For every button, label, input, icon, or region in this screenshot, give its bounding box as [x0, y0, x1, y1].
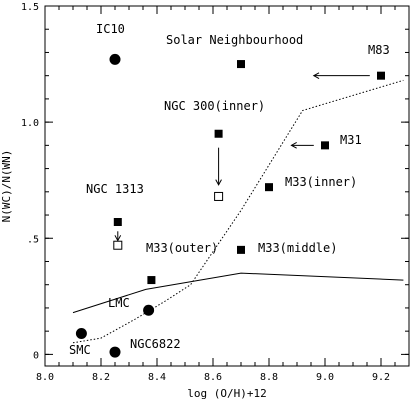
x-tick-label: 8.4 — [148, 372, 166, 383]
arrow-head — [215, 179, 222, 186]
arrow-head — [312, 72, 320, 79]
x-tick-label: 8.2 — [92, 372, 110, 383]
arrows — [114, 72, 370, 242]
x-tick-label: 8.0 — [36, 372, 54, 383]
circle-point — [143, 304, 155, 316]
open-square-point — [113, 240, 123, 250]
open-square-point — [214, 191, 224, 201]
label-ngc6822: NGC6822 — [130, 337, 181, 351]
y-axis-label: N(WC)/N(WN) — [0, 150, 13, 223]
x-tick-label: 8.8 — [260, 372, 278, 383]
label-ngc300-inner: NGC 300(inner) — [164, 99, 265, 113]
circle-point — [75, 327, 87, 339]
filled-square-point — [265, 183, 273, 192]
label-ic10: IC10 — [96, 22, 125, 36]
filled-square-point — [147, 276, 156, 285]
filled-square-point — [377, 71, 385, 80]
x-tick-label: 9.2 — [372, 372, 390, 383]
axis-ticks: 8.0 8.2 8.4 8.6 8.8 9.0 9.2 0 .5 1.0 1.5 — [21, 2, 410, 383]
circle-point — [109, 346, 121, 358]
label-m31: M31 — [340, 133, 362, 147]
x-tick-label: 9.0 — [316, 372, 334, 383]
y-tick-label: 0 — [33, 350, 39, 361]
label-m33-middle: M33(middle) — [258, 241, 337, 255]
label-m33-inner: M33(inner) — [285, 175, 357, 189]
filled-square-point — [113, 218, 122, 226]
filled-square-point — [321, 141, 329, 150]
label-m83: M83 — [368, 43, 390, 57]
model-lines — [72, 79, 404, 344]
label-solar-neighbourhood: Solar Neighbourhood — [166, 33, 303, 47]
label-m33-outer: M33(outer) — [146, 241, 218, 255]
label-smc: SMC — [69, 343, 91, 357]
data-marks — [75, 53, 385, 358]
x-tick-label: 8.6 — [204, 372, 222, 383]
circle-point — [109, 53, 121, 65]
y-tick-label: .5 — [27, 234, 39, 245]
y-tick-label: 1.5 — [21, 2, 39, 13]
arrow-head — [290, 142, 297, 149]
label-lmc: LMC — [108, 296, 130, 310]
y-tick-label: 1.0 — [21, 118, 39, 129]
x-axis-label: log (O/H)+12 — [187, 387, 266, 400]
filled-square-point — [237, 245, 245, 254]
arrow-head — [114, 235, 122, 242]
filled-square-point — [237, 60, 245, 69]
filled-square-point — [214, 129, 223, 138]
label-ngc1313: NGC 1313 — [86, 182, 144, 196]
